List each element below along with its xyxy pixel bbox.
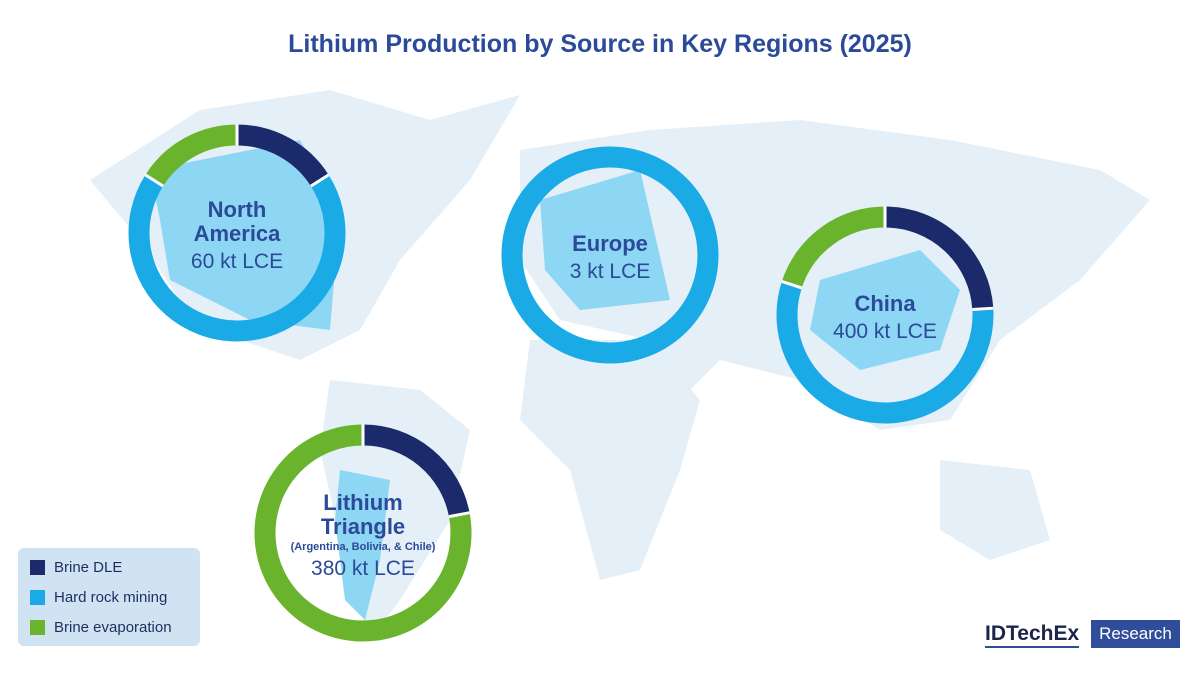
highlighted-regions [150,140,960,620]
region-note: (Argentina, Bolivia, & Chile) [290,541,436,553]
segment-separator [144,173,164,188]
logo-tag: Research [1091,620,1180,648]
legend-label: Brine evaporation [54,619,172,636]
legend-label: Hard rock mining [54,589,168,606]
donut-segment [362,424,470,517]
region-name: Lithium Triangle [320,490,406,539]
donut-label: North America 60 kt LCE [162,198,312,274]
region-total: 400 kt LCE [833,320,937,343]
legend-label: Brine DLE [54,559,123,576]
region-name: North America [193,197,281,246]
region-name: China [854,291,916,316]
legend-swatch [30,620,45,635]
legend-item: Hard rock mining [30,589,167,606]
donut-segment [501,146,719,364]
segment-separator [781,280,803,290]
region-total: 60 kt LCE [190,250,284,273]
donut-label: China 400 kt LCE [820,292,950,344]
logo-name: IDTechEx [985,622,1080,648]
segment-separator [972,306,994,312]
legend-item: Brine evaporation [30,619,172,636]
donut-segment [236,124,329,187]
donut-segment [128,174,346,342]
donut-segment [884,206,994,310]
legend-item: Brine DLE [30,559,122,576]
legend-swatch [30,590,45,605]
chart-title: Lithium Production by Source in Key Regi… [288,30,912,58]
donut-label: Europe 3 kt LCE [545,232,675,284]
donut-segment [254,424,472,642]
legend-swatch [30,560,45,575]
donut-segment [776,281,994,424]
donut-segment [145,124,238,187]
segment-separator [310,173,330,188]
donut-segment [781,206,886,289]
region-total: 380 kt LCE [311,557,415,580]
segment-separator [448,511,470,519]
donut-label: Lithium Triangle (Argentina, Bolivia, & C… [283,491,443,581]
legend: Brine DLE Hard rock mining Brine evaporati… [18,548,200,646]
region-name: Europe [572,231,648,256]
region-total: 3 kt LCE [569,260,651,283]
